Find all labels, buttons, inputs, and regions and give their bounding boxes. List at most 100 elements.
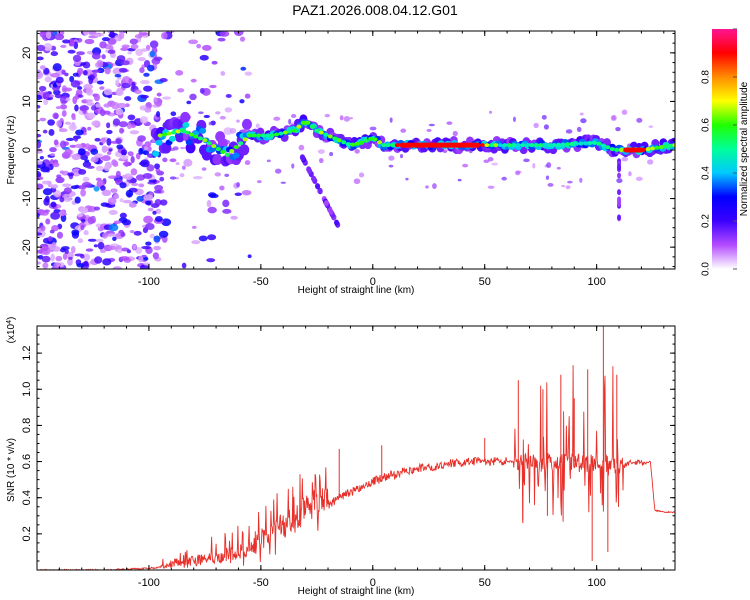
spectrogram-speckle [39, 156, 44, 160]
spectrogram-branch [617, 201, 622, 208]
spectrogram-ridge-core [377, 140, 383, 145]
spectrogram-ridge-core [596, 141, 602, 146]
spectrogram-speckle [129, 38, 139, 45]
spectrogram-speckle [113, 220, 122, 224]
spectrogram-speckle [40, 225, 46, 232]
spectrogram-speckle [112, 160, 119, 167]
spectrogram-speckle [446, 121, 453, 125]
spectrogram-ridge-core [260, 133, 266, 138]
spectrogram-speckle [52, 112, 59, 120]
spectrogram-speckle [37, 261, 41, 265]
spectrogram-speckle [298, 144, 305, 151]
spectrogram-speckle [138, 183, 145, 188]
spectrogram-speckle [132, 244, 137, 250]
spectrogram-speckle [82, 109, 87, 114]
spectrogram-speckle [82, 253, 91, 261]
spectrogram-speckle [58, 128, 68, 133]
spectrogram-ridge-core [524, 143, 530, 148]
spectrogram-speckle [175, 162, 180, 165]
spectrogram-speckle [146, 164, 155, 172]
spectrogram-speckle [111, 188, 118, 194]
spectrogram-speckle [291, 163, 295, 169]
spectrogram-speckle [64, 249, 69, 255]
spectrogram-ridge-core [341, 140, 347, 145]
spectrogram-strong-band [623, 147, 644, 153]
spectrogram-speckle [127, 151, 134, 157]
spectrogram-speckle [56, 204, 62, 209]
spectrogram-speckle [47, 119, 55, 126]
spectrogram-speckle [50, 184, 59, 189]
spectrogram-speckle [236, 181, 240, 188]
spectrogram-speckle [106, 122, 111, 129]
spectrogram-speckle [85, 248, 94, 252]
spectrogram-speckle [63, 187, 72, 194]
spectrogram-speckle [54, 33, 65, 41]
colorbar-tick-label: 0.4 [701, 166, 712, 180]
spectrogram-speckle [192, 176, 203, 180]
spectrogram-branch [315, 183, 321, 190]
spectrogram-ridge-core [672, 143, 675, 148]
spectrogram-speckle [483, 159, 490, 164]
spectrogram-speckle [108, 148, 113, 152]
spectrogram-speckle [53, 139, 59, 146]
spectrogram-speckle [147, 207, 154, 212]
spectrogram-speckle [93, 186, 100, 192]
spectrogram-speckle [199, 87, 205, 94]
spectrogram-speckle [432, 183, 437, 190]
y-tick-label: 0.6 [21, 454, 33, 469]
spectrogram-speckle [154, 216, 163, 222]
spectrogram-ridge-core [605, 145, 611, 150]
spectrogram-speckle [149, 50, 156, 58]
spectrogram-speckle [122, 199, 132, 204]
spectrogram-speckle [42, 188, 53, 196]
spectrogram-speckle [144, 107, 152, 113]
spectrogram-speckle [45, 218, 51, 225]
spectrogram-branch [300, 155, 306, 162]
spectrogram-ridge-mid [168, 135, 176, 142]
spectrogram-speckle [142, 150, 150, 156]
bottom-plot-frame [36, 325, 676, 571]
spectrogram-speckle [136, 195, 144, 202]
y-scale-close: ) [6, 317, 17, 320]
spectrogram-speckle [317, 149, 325, 154]
spectrogram-speckle [65, 97, 71, 102]
spectrogram-ridge-core [215, 147, 221, 152]
spectrogram-speckle [61, 246, 70, 251]
spectrogram-speckle [130, 168, 138, 176]
spectrogram-ridge-core [211, 144, 217, 149]
spectrogram-ridge-core [591, 140, 597, 145]
spectrogram-speckle [236, 119, 240, 123]
spectrogram-speckle [51, 242, 57, 248]
spectrogram-ridge-core [332, 136, 338, 141]
spectrogram-speckle [358, 172, 365, 178]
spectrogram-speckle [209, 84, 217, 89]
spectrogram-speckle [87, 216, 95, 225]
spectrogram-speckle [74, 184, 80, 189]
spectrogram-speckle [217, 37, 226, 42]
spectrogram-speckle [84, 38, 95, 45]
spectrogram-speckle [241, 190, 252, 196]
x-tick-label: -100 [138, 577, 160, 589]
spectrogram-speckle [290, 113, 297, 118]
spectrogram-speckle [37, 133, 42, 138]
spectrogram-speckle [545, 175, 550, 180]
y-tick-label: 0.4 [21, 490, 33, 505]
spectrogram-ridge-core [663, 144, 669, 149]
spectrogram-ridge-core [650, 146, 656, 151]
spectrogram-ridge-core [202, 138, 208, 143]
spectrogram-speckle [59, 170, 65, 174]
spectrogram-ridge-core [287, 129, 293, 134]
spectrogram-ridge-core [197, 136, 203, 141]
spectrogram-speckle [95, 103, 101, 108]
colorbar-tick-label: 0.8 [701, 70, 712, 84]
spectrogram-speckle [55, 76, 64, 84]
spectrogram-speckle [177, 88, 185, 93]
spectrogram-speckle [487, 157, 494, 162]
spectrogram-speckle [94, 256, 103, 264]
spectrogram-speckle [37, 140, 42, 149]
spectrogram-speckle [148, 179, 157, 183]
x-tick-label: -100 [138, 276, 160, 288]
spectrogram-speckle [565, 129, 573, 134]
spectrogram-speckle [94, 137, 101, 142]
spectrogram-speckle [56, 231, 63, 239]
